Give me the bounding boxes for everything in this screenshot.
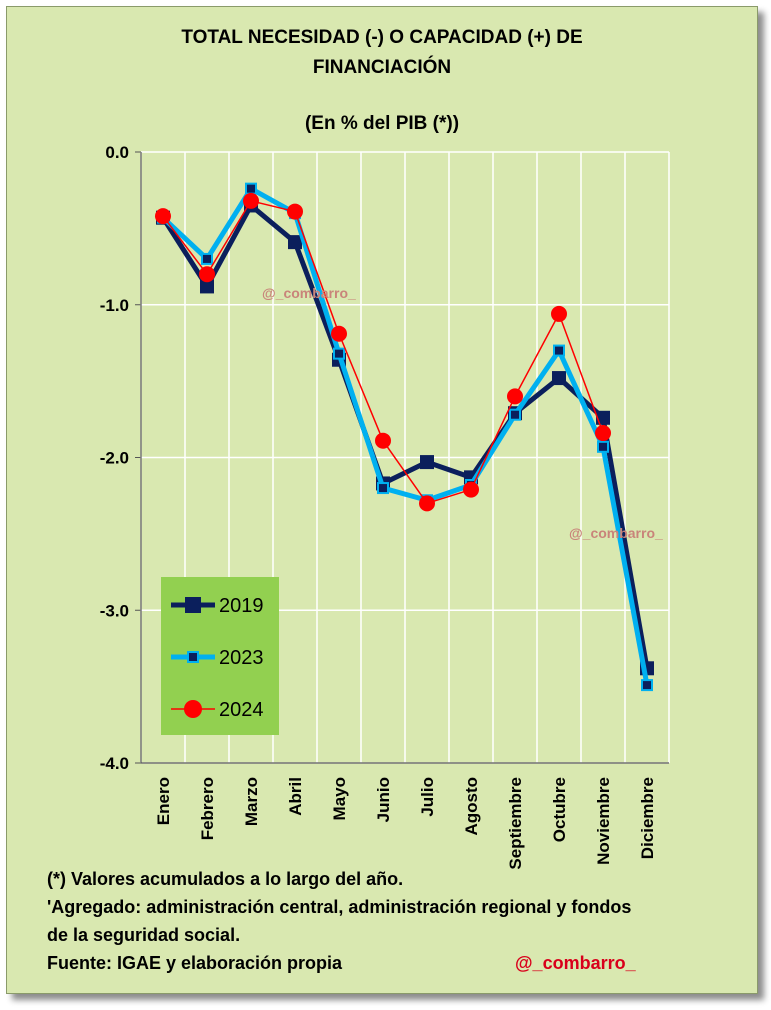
- series-2023-point: [333, 347, 345, 360]
- series-2023-point: [201, 252, 213, 265]
- series-2024-point: [463, 481, 479, 498]
- legend-marker-2019: [185, 597, 201, 613]
- series-2024-point: [375, 432, 391, 449]
- series-2019-point: [288, 235, 302, 250]
- x-tick-label: Marzo: [242, 777, 261, 826]
- series-2024-point: [595, 425, 611, 442]
- x-tick-label: Diciembre: [638, 777, 657, 859]
- note-line-1: (*) Valores acumulados a lo largo del añ…: [47, 869, 404, 889]
- y-tick-label: -4.0: [100, 754, 129, 773]
- x-tick-label: Abril: [286, 777, 305, 816]
- x-tick-label: Septiembre: [506, 777, 525, 870]
- series-2024-point: [155, 208, 171, 225]
- x-tick-label: Noviembre: [594, 777, 613, 865]
- watermark-upper: @_combarro_: [262, 285, 356, 301]
- series-2023-point: [597, 440, 609, 453]
- source-note: Fuente: IGAE y elaboración propia: [47, 953, 343, 973]
- series-2024-point: [243, 192, 259, 209]
- y-tick-label: -2.0: [100, 449, 129, 468]
- legend-label-2023: 2023: [219, 647, 264, 669]
- chart-subtitle: (En % del PIB (*)): [304, 113, 460, 134]
- y-tick-label: 0.0: [105, 143, 129, 162]
- x-tick-label: Junio: [374, 777, 393, 822]
- series-2023-point: [377, 482, 389, 495]
- x-tick-label: Febrero: [198, 777, 217, 840]
- series-2019-point: [596, 410, 610, 425]
- series-2023-point: [641, 679, 653, 692]
- x-tick-label: Mayo: [330, 777, 349, 820]
- series-2024-point: [419, 495, 435, 512]
- line-chart: 0.0 -1.0 -2.0 -3.0 -4.0 Enero Febrero Marzo Abri…: [100, 143, 670, 870]
- note-line-2: 'Agregado: administración central, admin…: [47, 897, 632, 917]
- y-tick-label: -1.0: [100, 296, 129, 315]
- series-2024-point: [507, 388, 523, 405]
- legend-marker-2024: [184, 700, 202, 718]
- chart-frame: TOTAL NECESIDAD (-) O CAPACIDAD (+) DE F…: [6, 6, 758, 994]
- note-line-3: de la seguridad social.: [47, 925, 241, 945]
- legend-label-2024: 2024: [219, 699, 264, 721]
- watermark-lower: @_combarro_: [569, 525, 663, 541]
- series-2023-point: [509, 408, 521, 421]
- author-handle: @_combarro_: [515, 953, 636, 973]
- series-2024-point: [199, 266, 215, 283]
- x-tick-label: Enero: [154, 777, 173, 825]
- series-2024-point: [287, 203, 303, 220]
- legend-label-2019: 2019: [219, 595, 264, 617]
- series-2023-point: [553, 344, 565, 357]
- legend-marker-2023: [187, 651, 199, 663]
- series-2019-point: [420, 455, 434, 470]
- series-2024-point: [551, 305, 567, 322]
- y-tick-label: -3.0: [100, 601, 129, 620]
- series-2019-point: [200, 279, 214, 294]
- chart-title-line2: FINANCIACIÓN: [312, 57, 452, 78]
- series-2023-point: [245, 182, 257, 195]
- x-tick-label: Agosto: [462, 777, 481, 836]
- x-tick-label: Julio: [418, 777, 437, 817]
- series-2024-point: [331, 325, 347, 342]
- x-tick-label: Octubre: [550, 777, 569, 842]
- chart-title-line1: TOTAL NECESIDAD (-) O CAPACIDAD (+) DE: [181, 27, 583, 48]
- series-2019-point: [552, 371, 566, 386]
